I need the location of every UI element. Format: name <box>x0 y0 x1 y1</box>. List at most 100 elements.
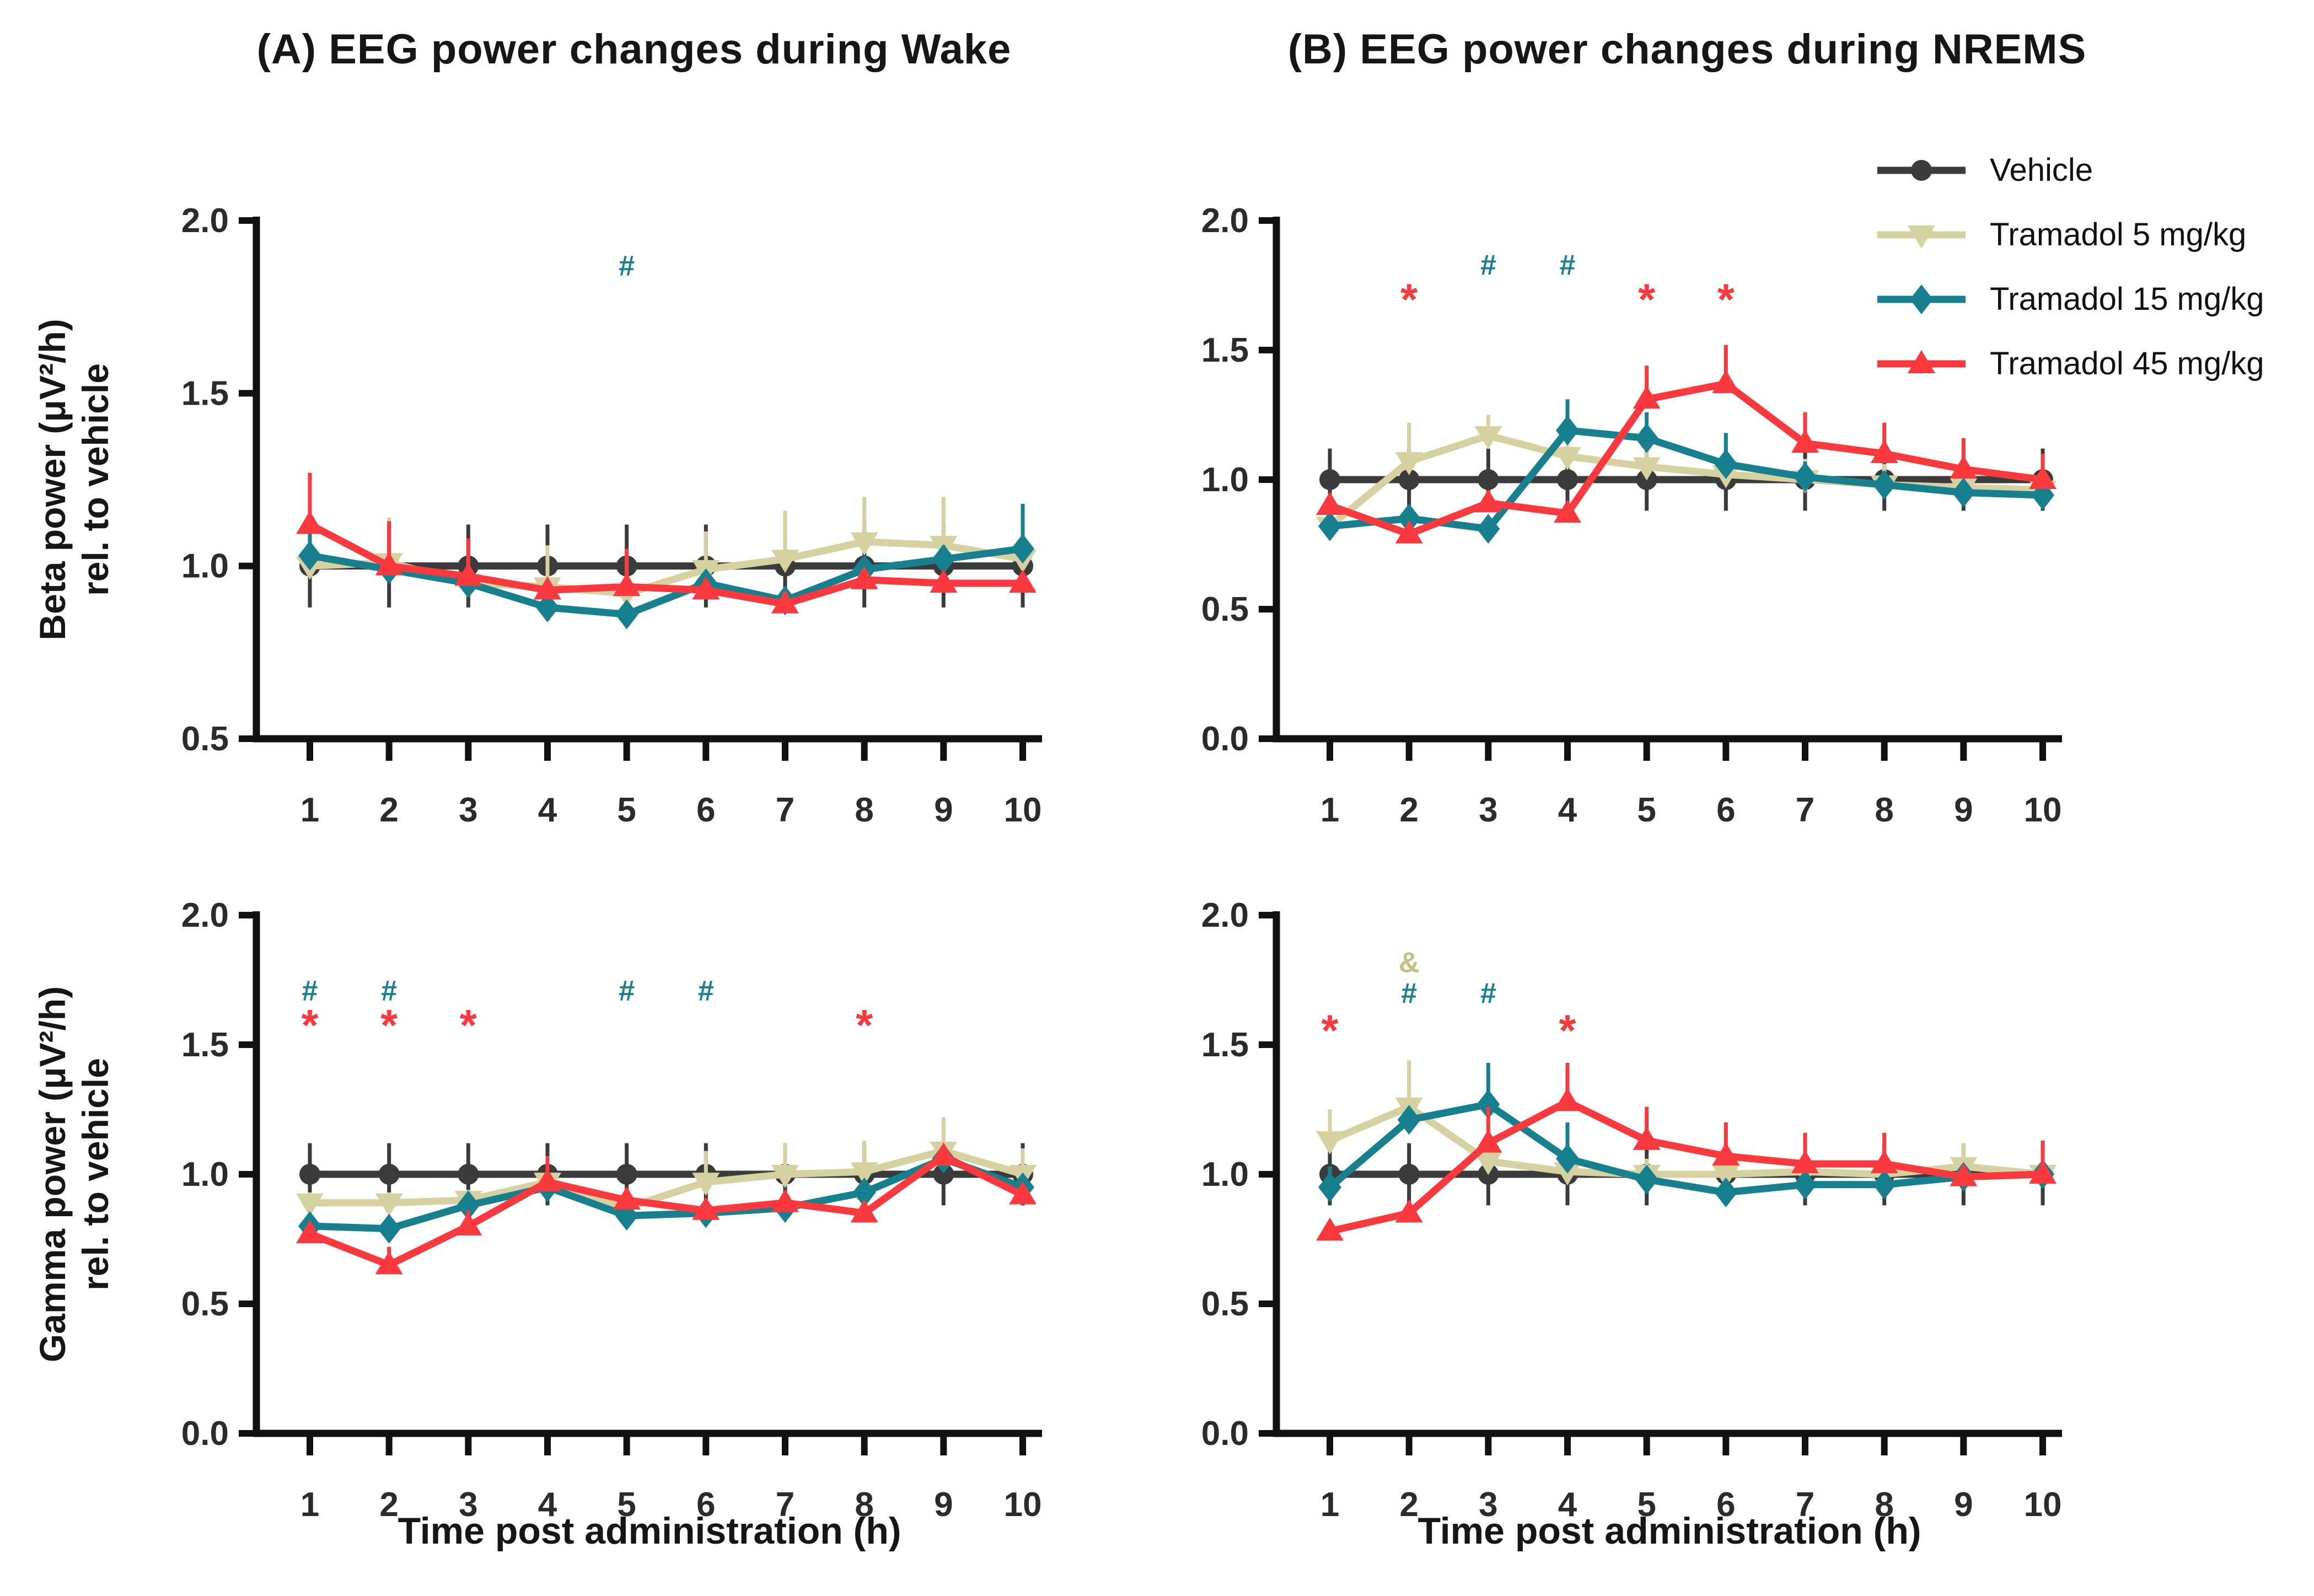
x-tick-label: 3 <box>1479 1486 1497 1524</box>
triangle-up-data-marker-icon <box>930 569 958 593</box>
x-tick-label: 10 <box>2024 1486 2062 1524</box>
triangle-down-data-marker-icon <box>296 1193 324 1217</box>
x-axis-title-right: Time post administration (h) <box>1418 1510 1921 1552</box>
triangle-up-data-marker-icon <box>1712 1142 1740 1166</box>
y-tick-label: 1.0 <box>181 547 229 585</box>
triangle-up-data-marker-icon <box>1009 1181 1037 1205</box>
x-tick-label: 8 <box>855 791 873 829</box>
triangle-down-data-marker-icon <box>1554 447 1581 470</box>
x-tick-label: 4 <box>1558 791 1577 829</box>
significance-symbol: # <box>698 975 714 1007</box>
circle-data-marker-icon <box>1478 469 1499 490</box>
x-tick-label: 2 <box>379 791 398 829</box>
triangle-up-data-marker-icon <box>1870 1150 1898 1174</box>
significance-symbol: * <box>856 1001 873 1050</box>
x-tick-label: 5 <box>1637 1486 1656 1524</box>
y-tick-label: 0.5 <box>1201 590 1249 628</box>
legend-label-tramadol-45: Tramadol 45 mg/kg <box>1990 346 2264 381</box>
diamond-data-marker-icon <box>1952 477 1975 508</box>
diamond-data-marker-icon <box>1872 470 1896 500</box>
x-tick-label: 8 <box>1875 791 1893 829</box>
y-tick-label: 0.0 <box>181 1415 229 1453</box>
triangle-up-data-marker-icon <box>1950 455 1978 479</box>
x-tick-label: 9 <box>934 791 953 829</box>
triangle-up-data-marker-icon <box>1950 1163 1978 1186</box>
significance-symbol: # <box>1401 977 1417 1009</box>
circle-data-marker-icon <box>1398 1164 1420 1185</box>
series-tramadol-15-mg-kg <box>1318 399 2054 544</box>
diamond-data-marker-icon <box>298 540 321 571</box>
series-tramadol-15-mg-kg <box>1318 1062 2054 1207</box>
diamond-data-marker-icon <box>457 1190 480 1221</box>
significance-symbol: # <box>1560 249 1576 281</box>
y-tick-label: 1.5 <box>181 374 229 412</box>
y-tick-label: 2.0 <box>1201 896 1249 934</box>
x-tick-label: 5 <box>1637 791 1656 829</box>
legend-label-vehicle: Vehicle <box>1990 152 2093 188</box>
y-tick-label: 1.0 <box>1201 461 1249 499</box>
triangle-up-data-marker-icon <box>2029 1160 2057 1184</box>
y-tick-label: 0.5 <box>1201 1285 1249 1323</box>
circle-data-marker-icon <box>1319 469 1340 490</box>
triangle-up-data-marker-icon <box>1712 370 1740 394</box>
significance-symbol: * <box>460 1001 477 1050</box>
x-tick-label: 10 <box>1004 791 1042 829</box>
diamond-data-marker-icon <box>1556 415 1579 445</box>
triangle-up-data-marker-icon <box>1633 385 1661 409</box>
x-tick-label: 10 <box>1004 1486 1042 1524</box>
diamond-legend-marker-icon <box>1910 284 1933 314</box>
x-tick-label: 7 <box>776 791 794 829</box>
axes-wake-beta: 0.5 1.0 1.5 2.0 1 2 3 4 5 6 7 8 9 10 <box>181 202 1042 829</box>
x-tick-label: 6 <box>1716 791 1735 829</box>
diamond-data-marker-icon <box>1477 1089 1500 1120</box>
triangle-up-data-marker-icon <box>692 1196 720 1220</box>
triangle-up-data-marker-icon <box>534 576 561 600</box>
vehicle-circle-marker-icon <box>1877 159 1966 181</box>
triangle-up-data-marker-icon <box>1791 429 1819 453</box>
triangle-down-legend-marker-icon <box>1908 225 1935 249</box>
significance-symbol: * <box>1559 1006 1576 1055</box>
x-tick-label: 3 <box>459 1486 477 1524</box>
series-tramadol-45-mg-kg <box>296 1142 1037 1275</box>
legend: Vehicle Tramadol 5 mg/kg Tramadol 15 mg/… <box>1872 138 2264 396</box>
triangle-up-legend-marker-icon <box>1908 350 1935 373</box>
diamond-data-marker-icon <box>615 1201 638 1231</box>
x-tick-label: 4 <box>538 791 557 829</box>
x-tick-label: 2 <box>1399 791 1418 829</box>
chart-wake-beta: 0.5 1.0 1.5 2.0 1 2 3 4 5 6 7 8 9 10 Beta power (μV²/h… <box>32 202 1042 829</box>
x-tick-label: 8 <box>855 1486 873 1524</box>
circle-data-marker-icon <box>1557 469 1578 490</box>
significance-symbol: # <box>381 975 397 1007</box>
triangle-down-data-marker-icon <box>1633 457 1661 481</box>
x-tick-label: 6 <box>696 791 715 829</box>
triangle-up-data-marker-icon <box>534 1168 561 1192</box>
legend-item-tramadol-45: Tramadol 45 mg/kg <box>1872 331 2264 396</box>
diamond-data-marker-icon <box>932 544 955 574</box>
diamond-data-marker-icon <box>1714 449 1738 479</box>
triangle-up-data-marker-icon <box>1870 440 1898 463</box>
triangle-up-data-marker-icon <box>771 1189 799 1212</box>
series-tramadol-45-mg-kg <box>296 472 1037 614</box>
legend-item-tramadol-5: Tramadol 5 mg/kg <box>1872 202 2264 267</box>
diamond-data-marker-icon <box>1635 1164 1658 1195</box>
triangle-up-data-marker-icon <box>1009 569 1037 593</box>
tramadol5-triangle-down-marker-icon <box>1877 225 1966 249</box>
y-tick-label: 0.5 <box>181 1285 229 1323</box>
diamond-data-marker-icon <box>1635 423 1658 453</box>
significance-symbol: * <box>301 1001 319 1050</box>
x-tick-label: 6 <box>1716 1486 1735 1524</box>
x-tick-label: 3 <box>459 791 477 829</box>
y-tick-label: 1.5 <box>1201 331 1249 369</box>
triangle-up-data-marker-icon <box>454 1212 482 1235</box>
circle-data-marker-icon <box>299 1164 320 1185</box>
diamond-data-marker-icon <box>1794 1169 1817 1200</box>
circle-data-marker-icon <box>458 1164 479 1185</box>
significance-symbol: * <box>1400 275 1418 324</box>
diamond-data-marker-icon <box>1397 503 1421 534</box>
y-tick-label: 1.5 <box>181 1026 229 1064</box>
triangle-down-data-marker-icon <box>692 1173 720 1196</box>
significance-symbol: & <box>1399 947 1420 979</box>
series-tramadol-45-mg-kg <box>1316 345 2057 544</box>
diamond-data-marker-icon <box>1794 462 1817 492</box>
